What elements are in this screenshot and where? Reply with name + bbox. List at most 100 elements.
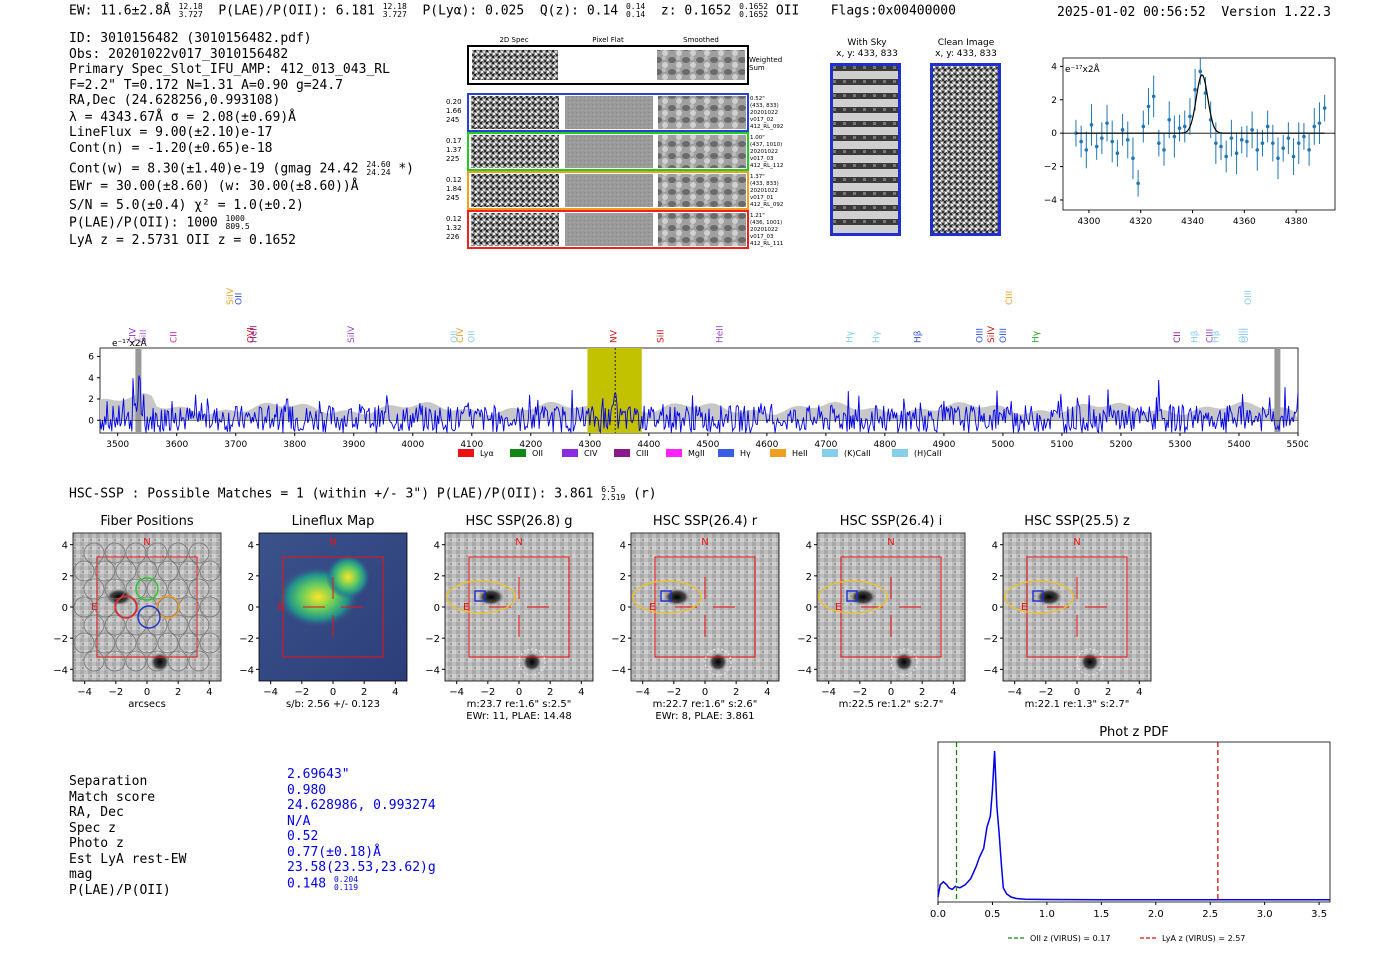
fiber-circle — [199, 632, 221, 654]
emission-line-label: NV — [609, 329, 619, 343]
datetime: 2025-01-02 00:56:52 — [1057, 5, 1206, 20]
emission-line-label: Hβ — [1191, 330, 1201, 343]
weighted-smooth — [657, 50, 745, 80]
emission-line-label: OIII — [975, 328, 985, 343]
aperture-box — [1026, 556, 1128, 658]
emission-line-label: SiII — [657, 329, 667, 343]
spectrum-xtick-label: 3900 — [342, 440, 365, 450]
fiber-highlight — [156, 595, 180, 619]
cutout-right-value: 1.00" — [750, 135, 765, 141]
fiber-circle — [94, 632, 116, 654]
legend-label: (K)CaII — [844, 449, 871, 458]
spectrum-xtick-label: 3500 — [106, 440, 129, 450]
legend-label: HeII — [792, 449, 808, 458]
fiber-circle — [146, 542, 168, 564]
legend-swatch — [510, 449, 526, 457]
zoom-data-point — [1115, 151, 1120, 156]
hsc-xtick-label: 4 — [764, 687, 770, 698]
zoom-data-point — [1302, 134, 1306, 139]
zoom-data-point — [1146, 104, 1151, 109]
cutout-smooth — [658, 135, 746, 168]
fiber-circle — [157, 596, 179, 618]
plya-value: P(Lyα): 0.025 — [422, 3, 525, 19]
with-sky-image — [830, 63, 901, 236]
hsc-panel-title: HSC SSP(26.8) g — [465, 514, 572, 529]
hsc-ytick-label: −2 — [53, 634, 68, 645]
hsc-xtick-label: 0 — [888, 687, 894, 698]
zoom-data-point — [1322, 106, 1327, 110]
hsc-xtick-label: 2 — [547, 687, 553, 698]
plae-range: 12.18 3.727 — [382, 2, 407, 19]
photz-legend-label: LyA z (VIRUS) = 2.57 — [1162, 934, 1245, 943]
zoom-data-point — [1188, 114, 1192, 119]
zoom-data-point — [1312, 124, 1317, 129]
hsc-ytick-label: 0 — [434, 603, 440, 614]
zoom-data-point — [1110, 139, 1115, 144]
info-contw: Cont(w) = 8.30(±1.40)e-19 (gmag 24.42 24… — [69, 160, 414, 177]
info-lambda: λ = 4343.67Å σ = 2.08(±0.69)Å — [69, 109, 296, 125]
hsc-panel-title: HSC SSP(26.4) i — [840, 514, 942, 529]
cutout-left-value: 245 — [446, 194, 459, 202]
cutout-right-value: 412_RL_112 — [750, 163, 783, 169]
zoom-data-point — [1317, 121, 1322, 125]
sky-images — [830, 63, 1001, 236]
zoom-spectrum-chart: e⁻¹⁷x2Å 4 2 0 −2 −4 4300 4320 4340 4360 4380 — [1044, 57, 1336, 227]
spectrum-ytick-label: 6 — [88, 353, 94, 363]
info-radec: RA,Dec (24.628256,0.993108) — [69, 93, 281, 108]
cutout-left-value: 226 — [446, 233, 460, 241]
qz-range: 0.14 0.14 — [625, 2, 646, 19]
fiber-circle — [104, 578, 126, 600]
emission-line-label: Hβ — [1211, 330, 1221, 343]
legend-swatch — [562, 449, 578, 457]
spectrum-xtick-label: 5200 — [1110, 440, 1133, 450]
hsc-cutout-image — [444, 532, 594, 682]
emission-line-label: OII — [468, 331, 478, 343]
fiber-circle — [188, 578, 210, 600]
hsc-ytick-label: 4 — [434, 541, 440, 552]
emission-line-label: CIII — [1205, 329, 1215, 343]
fiber-circle — [104, 542, 126, 564]
hsc-source — [105, 588, 133, 606]
hsc-ytick-label: 0 — [620, 603, 626, 614]
spectrum-xtick-label: 5000 — [991, 440, 1014, 450]
hsc-ytick-label: −4 — [425, 665, 440, 676]
hsc-xtick-label: −4 — [449, 687, 464, 698]
cutout-left-value: 1.32 — [446, 224, 462, 232]
hsc-ytick-label: 2 — [248, 572, 254, 583]
zoom-data-point — [1120, 128, 1125, 132]
zoom-data-point — [1182, 124, 1187, 129]
hsc-ytick-label: −4 — [797, 665, 812, 676]
cutout-flat — [565, 174, 653, 207]
spec-cutouts: 2D Spec Pixel Flat Smoothed Weighted Sum… — [446, 36, 783, 249]
hsc-xtick-label: −4 — [635, 687, 650, 698]
emission-line-label: CIV — [128, 327, 138, 343]
col-2d-label: 2D Spec — [499, 36, 528, 44]
spectrum-ylabel: e⁻¹⁷x2Å — [112, 337, 148, 349]
hsc-ytick-label: 4 — [620, 541, 626, 552]
aperture-box — [468, 556, 570, 658]
emission-line-label: HeII — [716, 325, 726, 343]
hsc-caption: m:22.5 re:1.2" s:2.7" — [839, 699, 944, 710]
zoom-data-point — [1172, 134, 1177, 139]
fiber-circle — [83, 614, 105, 636]
match-labels: Separation Match score RA, Dec Spec z Photo… — [69, 774, 187, 898]
flags: Flags:0x00400000 — [830, 3, 956, 19]
fiber-circle — [104, 614, 126, 636]
fiber-circle — [73, 560, 95, 582]
photz-xtick-label: 1.5 — [1093, 909, 1109, 920]
photz-xtick-label: 2.5 — [1202, 909, 1218, 920]
fiber-circle — [157, 632, 179, 654]
info-ewr: EWr = 30.00(±8.60) (w: 30.00(±8.60))Å — [69, 179, 359, 194]
emission-line-label: SiII — [139, 329, 149, 343]
spectrum-ytick-label: 2 — [88, 395, 94, 405]
fiber-circle — [167, 614, 189, 636]
aperture-box — [840, 556, 942, 658]
lineflux-peak — [326, 555, 370, 599]
hsc-panels: Fiber Positions N E 4 2 0 −2 −4 −4 −2 0 2 4 arcsecs Li… — [53, 514, 1152, 722]
fiber-circle — [125, 614, 147, 636]
zoom-data-point — [1193, 87, 1197, 92]
cutout-left-value: 1.37 — [446, 146, 462, 154]
hsc-xtick-label: −4 — [1007, 687, 1022, 698]
info-obs: Obs: 20201022v017_3010156482 — [69, 46, 289, 62]
